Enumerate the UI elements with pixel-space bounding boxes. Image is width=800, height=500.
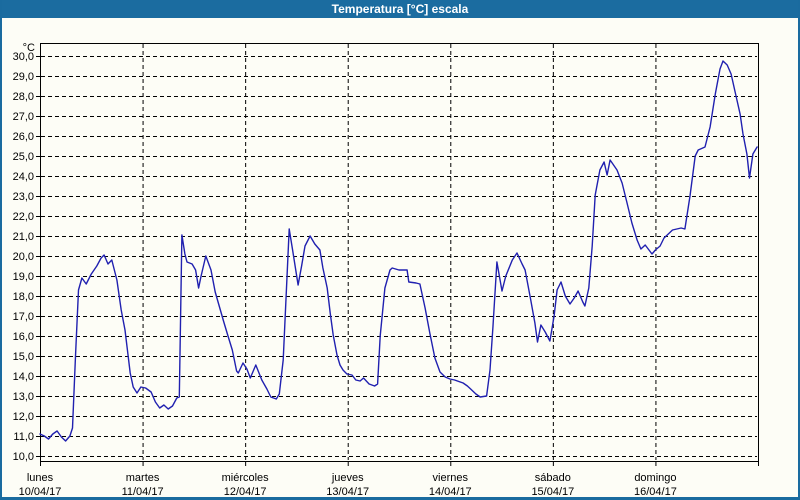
y-tick-label: 14,0 xyxy=(13,371,34,383)
x-day-name: martes xyxy=(126,472,160,484)
x-day-name: viernes xyxy=(433,472,469,484)
temperature-series-line xyxy=(39,60,758,442)
y-tick-label: 13,0 xyxy=(13,391,34,403)
y-tick-label: 17,0 xyxy=(13,311,34,323)
y-tick-label: 30,0 xyxy=(13,51,34,63)
x-day-name: miércoles xyxy=(222,472,270,484)
y-tick-label: 23,0 xyxy=(13,191,34,203)
y-tick-label: 22,0 xyxy=(13,211,34,223)
x-day-name: sábado xyxy=(535,472,571,484)
y-tick-label: 16,0 xyxy=(13,331,34,343)
y-tick-label: 25,0 xyxy=(13,151,34,163)
y-tick-label: 11,0 xyxy=(13,431,34,443)
y-tick-label: 21,0 xyxy=(13,231,34,243)
x-day-date: 14/04/17 xyxy=(429,486,472,497)
x-day-date: 15/04/17 xyxy=(531,486,574,497)
x-day-date: 16/04/17 xyxy=(634,486,677,497)
y-tick-label: 26,0 xyxy=(13,131,34,143)
y-tick-label: 27,0 xyxy=(13,111,34,123)
plot-border xyxy=(40,43,759,462)
window-titlebar: Temperatura [°C] escala xyxy=(2,0,798,18)
gridlines xyxy=(41,44,757,460)
y-tick-label: 12,0 xyxy=(13,411,34,423)
y-axis-unit-label: °C xyxy=(23,42,35,54)
y-axis-labels: °C30,0 29,0 28,0 27,0 26,0 25,0 24,0 23,0 22,0 21… xyxy=(13,42,35,463)
x-day-name: jueves xyxy=(331,472,364,484)
x-day-date: 13/04/17 xyxy=(326,486,369,497)
y-tick-label: 24,0 xyxy=(13,171,34,183)
y-tick-label: 20,0 xyxy=(13,251,34,263)
x-day-name: lunes xyxy=(27,472,54,484)
axis-ticks xyxy=(36,56,759,466)
x-day-date: 12/04/17 xyxy=(224,486,267,497)
x-axis-labels: lunes 10/04/17 martes 11/04/17 miércoles 12/0… xyxy=(19,472,677,497)
y-tick-label: 15,0 xyxy=(13,351,34,363)
x-day-date: 11/04/17 xyxy=(122,486,164,497)
x-day-name: domingo xyxy=(634,472,676,484)
y-tick-label: 10,0 xyxy=(13,451,34,463)
x-day-date: 10/04/17 xyxy=(19,486,62,497)
y-tick-label: 29,0 xyxy=(13,71,34,83)
y-tick-label: 19,0 xyxy=(13,271,34,283)
y-tick-label: 28,0 xyxy=(13,91,34,103)
y-tick-label: 18,0 xyxy=(13,291,34,303)
window-title: Temperatura [°C] escala xyxy=(331,2,469,16)
temperature-chart: °C30,0 29,0 28,0 27,0 26,0 25,0 24,0 23,0 22,0 21… xyxy=(13,42,759,497)
